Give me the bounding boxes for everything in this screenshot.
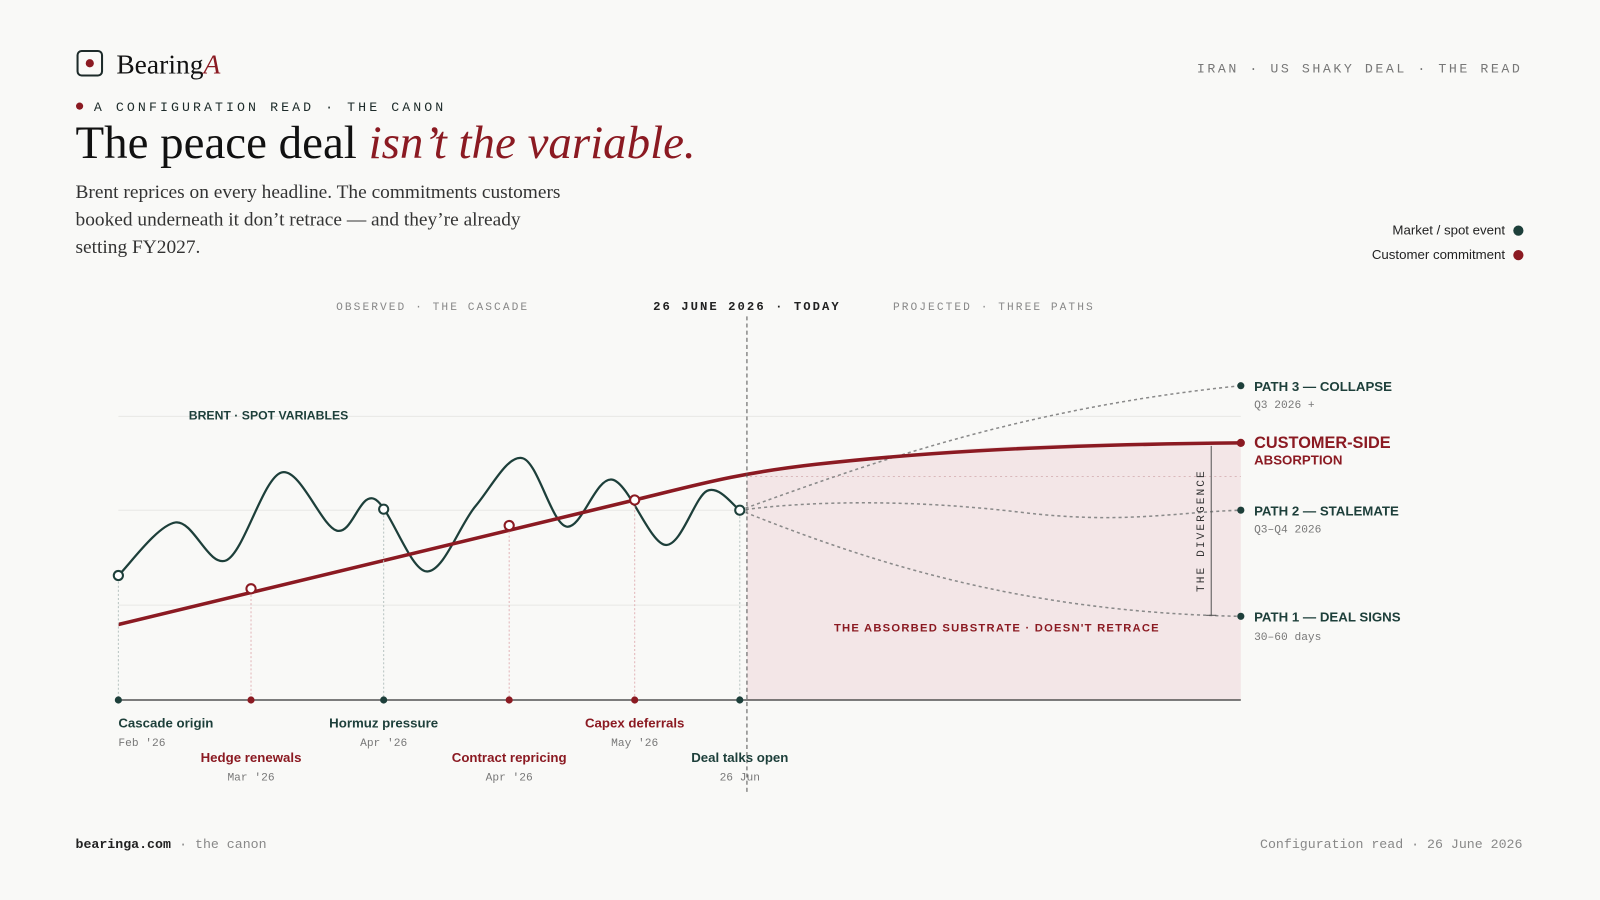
path-end [1237, 382, 1245, 390]
path-label: PATH 3 — COLLAPSE [1254, 379, 1392, 394]
path-end [1237, 612, 1245, 620]
event-label: Hormuz pressure [329, 716, 438, 731]
event-date: Mar '26 [227, 773, 274, 785]
path-end [1237, 506, 1245, 514]
absorption-label: CUSTOMER-SIDE [1254, 434, 1391, 452]
event-marker [112, 569, 124, 582]
brent-line [117, 457, 741, 577]
footer-left: bearinga.com · the canon [76, 837, 267, 852]
event-date: 26 Jun [720, 773, 760, 785]
footer-site: bearinga.com [76, 837, 171, 852]
event-date: Feb '26 [118, 738, 165, 750]
event-dot [114, 696, 122, 704]
title-em: isn’t the variable. [369, 117, 696, 169]
event-marker [629, 494, 641, 506]
divergence-label: THE DIVERGENCE [1196, 469, 1208, 592]
event-label: Contract repricing [452, 750, 567, 765]
brent-label: BRENT · SPOT VARIABLES [189, 408, 349, 422]
path-label: PATH 1 — DEAL SIGNS [1254, 609, 1401, 624]
event-date: Apr '26 [360, 738, 407, 750]
absorbed-area [746, 442, 1241, 700]
subtitle: setting FY2027. [76, 237, 201, 258]
event-dot [505, 696, 513, 704]
event-label: Hedge renewals [201, 750, 302, 765]
event-label: Cascade origin [118, 716, 213, 731]
event-date: May '26 [611, 738, 658, 750]
section-label: OBSERVED · THE CASCADE [336, 302, 529, 314]
brand-mark: A [202, 48, 221, 79]
section-label: PROJECTED · THREE PATHS [893, 302, 1095, 314]
path-collapse [739, 384, 1241, 511]
event-date: Apr '26 [486, 773, 533, 785]
legend-label: Customer commitment [1372, 247, 1506, 262]
path-sub: Q3 2026 + [1254, 400, 1315, 412]
path-end [1236, 438, 1245, 447]
logo [76, 50, 104, 77]
events: Cascade origin Feb '26 Hedge renewals Mar '… [112, 494, 788, 785]
logo-dot [85, 59, 94, 68]
section-label: 26 JUNE 2026 · TODAY [653, 300, 841, 314]
event-dot [380, 696, 388, 704]
substrate-label: THE ABSORBED SUBSTRATE · DOESN'T RETRACE [834, 623, 1160, 635]
event-dot [736, 696, 744, 704]
event-marker [503, 519, 515, 532]
kicker: IRAN · US SHAKY DEAL · THE READ [1197, 61, 1523, 76]
eyebrow: A CONFIGURATION READ · THE CANON [94, 100, 446, 115]
commitment-line [117, 441, 1241, 627]
brand-name: Bearing [116, 48, 203, 79]
legend-swatch [1513, 225, 1524, 236]
title: The peace deal isn’t the variable. [76, 117, 696, 169]
subtitle: Brent reprices on every headline. The co… [76, 182, 561, 203]
brand: BearingA [116, 48, 220, 79]
absorption-label: ABSORPTION [1254, 452, 1342, 467]
legend-label: Market / spot event [1392, 223, 1505, 238]
path-sub: Q3–Q4 2026 [1254, 525, 1321, 537]
event-marker [245, 583, 257, 595]
legend-swatch [1513, 250, 1524, 261]
footer-right: Configuration read · 26 June 2026 [1260, 837, 1522, 852]
eyebrow-dot [76, 102, 84, 110]
path-deal [739, 509, 1241, 618]
projections [739, 384, 1241, 618]
path-label: PATH 2 — STALEMATE [1254, 503, 1399, 518]
subtitle: booked underneath it don’t retrace — and… [76, 210, 521, 231]
event-marker [734, 504, 746, 516]
event-label: Capex deferrals [585, 716, 684, 731]
event-dot [631, 696, 639, 704]
path-sub: 30–60 days [1254, 632, 1321, 644]
event-label: Deal talks open [691, 750, 788, 765]
event-marker [378, 503, 390, 515]
event-dot [247, 696, 255, 704]
title-plain: The peace deal [76, 117, 369, 169]
path-stalemate [739, 502, 1241, 519]
footer-note: · the canon [179, 837, 266, 852]
